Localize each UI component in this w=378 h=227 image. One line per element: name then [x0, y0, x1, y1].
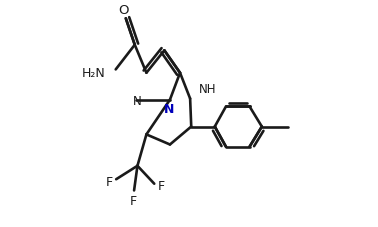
Text: H₂N: H₂N — [81, 67, 105, 80]
Text: N: N — [164, 103, 174, 116]
Text: NH: NH — [198, 83, 216, 96]
Text: F: F — [106, 175, 113, 188]
Text: F: F — [158, 179, 165, 192]
Text: F: F — [129, 194, 136, 207]
Text: O: O — [119, 4, 129, 17]
Text: N: N — [133, 95, 142, 108]
